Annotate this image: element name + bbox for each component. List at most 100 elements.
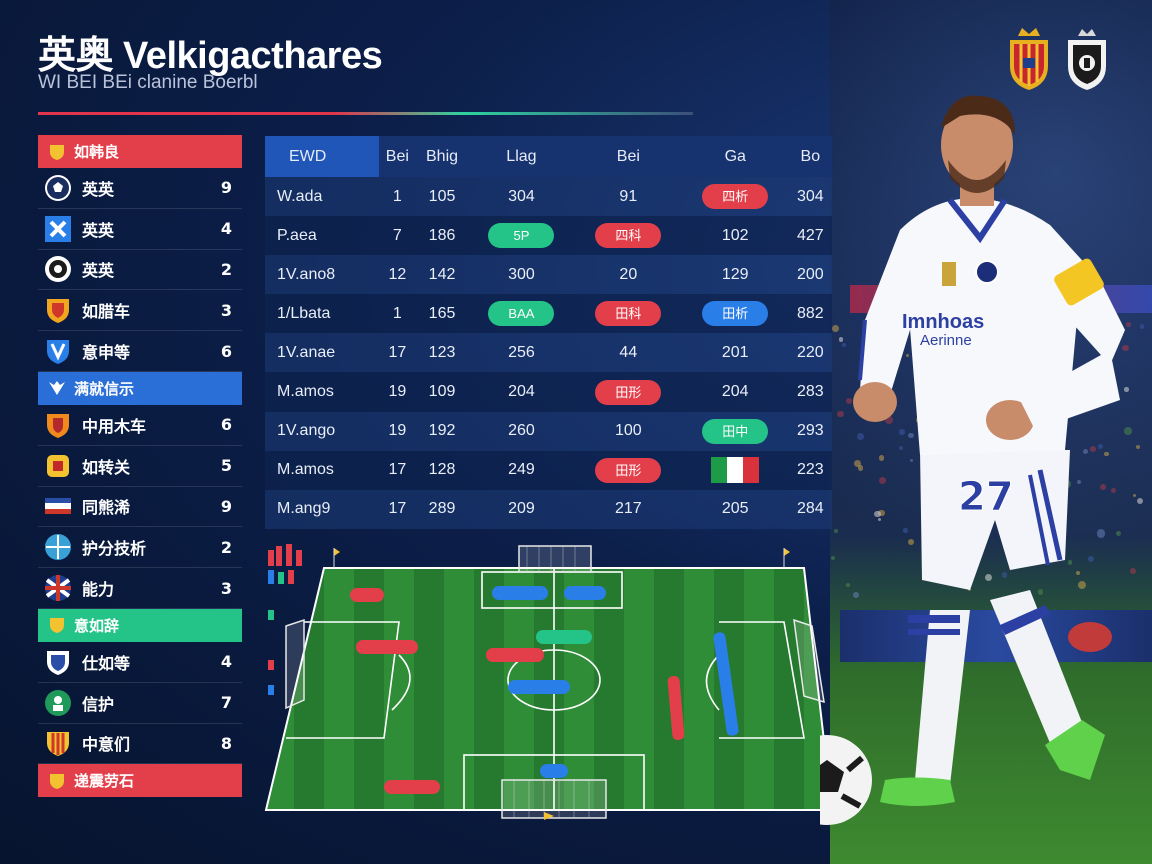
standings-row[interactable]: 能力 3 xyxy=(38,568,242,609)
crowd-dot xyxy=(853,592,860,598)
standings-row[interactable]: 如转关 5 xyxy=(38,446,242,487)
blue-badge-icon xyxy=(44,215,72,243)
player-marker[interactable] xyxy=(356,640,418,654)
player-stats-table: EWD Bei Bhig Llag Bei Ga Bo W.ada 1 105 304 91 四析 30… xyxy=(265,136,832,529)
crowd-dot xyxy=(878,455,885,461)
stat-cell: 186 xyxy=(416,216,468,256)
stats-column-header[interactable]: EWD xyxy=(265,136,379,177)
crowd-dot xyxy=(1122,345,1129,352)
team-value: 9 xyxy=(220,178,232,198)
stat-cell: 5P xyxy=(467,216,575,256)
stat-badge[interactable]: 田中 xyxy=(702,418,769,444)
standings-row[interactable]: 英英 2 xyxy=(38,250,242,291)
standings-row[interactable]: 护分技析 2 xyxy=(38,527,242,569)
crowd-dot xyxy=(1067,560,1073,565)
crowd-dot xyxy=(877,509,885,517)
player-marker[interactable] xyxy=(508,680,570,694)
player-marker[interactable] xyxy=(384,780,440,794)
round-badge-icon xyxy=(44,255,72,283)
standings-row[interactable]: 中意们 8 xyxy=(38,724,242,765)
shield-icon xyxy=(48,616,66,634)
crest-white-black-icon[interactable] xyxy=(1064,26,1110,92)
stat-cell: 四析 xyxy=(681,177,789,217)
table-row[interactable]: M.ang9 17 289 209 217 205 284 xyxy=(265,489,832,529)
stat-cell: 304 xyxy=(467,177,575,217)
standings-group-header[interactable]: 如韩良 xyxy=(38,135,242,168)
stat-badge[interactable]: BAA xyxy=(488,301,555,327)
page-title: 英奥 Velkigacthares xyxy=(38,35,383,77)
crowd-dot xyxy=(878,476,886,484)
crowd-dot xyxy=(903,528,908,533)
tactics-board[interactable] xyxy=(264,540,834,830)
stat-cell: 19 xyxy=(378,372,417,412)
green-round-icon xyxy=(44,689,72,717)
stat-cell: 17 xyxy=(378,450,417,490)
stat-cell: BAA xyxy=(467,294,575,334)
table-row[interactable]: 1V.anae 17 123 256 44 201 220 xyxy=(265,333,832,373)
stat-cell: 17 xyxy=(378,489,417,529)
stat-badge[interactable]: 四析 xyxy=(702,184,769,210)
team-value: 2 xyxy=(220,537,232,557)
team-name: 仕如等 xyxy=(82,653,131,673)
crest-red-gold-icon[interactable] xyxy=(1006,26,1052,92)
stats-column-header[interactable]: Bhig xyxy=(416,136,468,177)
team-value: 3 xyxy=(220,300,232,320)
player-marker[interactable] xyxy=(540,764,568,778)
standings-row[interactable]: 英英 9 xyxy=(38,168,242,209)
stat-badge[interactable]: 5P xyxy=(488,223,555,249)
stats-column-header[interactable]: Bei xyxy=(574,136,682,177)
standings-row[interactable]: 如腊车 3 xyxy=(38,290,242,332)
team-name: 能力 xyxy=(82,580,115,600)
crowd-dot xyxy=(1096,529,1106,538)
crowd-dot xyxy=(907,432,914,439)
stat-cell: 102 xyxy=(681,216,789,256)
crowd-dot xyxy=(907,538,914,545)
group-header-label: 满就信示 xyxy=(74,379,135,398)
standings-row[interactable]: 仕如等 4 xyxy=(38,642,242,683)
table-row[interactable]: M.amos 17 128 249 田形 223 xyxy=(265,450,832,490)
team-name: 英英 xyxy=(82,220,115,240)
player-marker[interactable] xyxy=(536,630,592,644)
stat-badge[interactable]: 田析 xyxy=(702,301,769,327)
stat-badge[interactable]: 田形 xyxy=(595,457,662,483)
standings-row[interactable]: 信护 7 xyxy=(38,683,242,724)
standings-group-header[interactable]: 递震劳石 xyxy=(38,764,242,798)
player-marker[interactable] xyxy=(350,588,384,602)
standings-row[interactable]: 意申等 6 xyxy=(38,331,242,372)
table-row[interactable]: W.ada 1 105 304 91 四析 304 xyxy=(265,177,832,217)
player-name-cell: P.aea xyxy=(265,216,379,256)
stats-header-row: EWD Bei Bhig Llag Bei Ga Bo xyxy=(265,136,832,177)
crowd-dot xyxy=(846,398,853,405)
player-marker[interactable] xyxy=(486,648,544,662)
stat-badge[interactable]: 田形 xyxy=(595,379,662,405)
table-row[interactable]: 1V.ango 19 192 260 100 田中 293 xyxy=(265,411,832,451)
player-marker[interactable] xyxy=(564,586,606,600)
globe-badge-icon xyxy=(44,533,72,561)
table-row[interactable]: M.amos 19 109 204 田形 204 283 xyxy=(265,372,832,412)
standings-row[interactable]: 同熊浠 9 xyxy=(38,487,242,528)
stat-cell: 192 xyxy=(416,411,468,451)
table-row[interactable]: 1V.ano8 12 142 300 20 129 200 xyxy=(265,255,832,295)
stat-cell: 田形 xyxy=(574,372,682,412)
stats-column-header[interactable]: Bei xyxy=(378,136,417,177)
crowd-dot xyxy=(1087,556,1094,563)
striped-flag-icon xyxy=(44,492,72,520)
standings-group-header[interactable]: 意如辞 xyxy=(38,608,242,642)
crowd-dot xyxy=(1123,427,1133,436)
table-row[interactable]: P.aea 7 186 5P 四科 102 427 xyxy=(265,216,832,256)
crowd-dot xyxy=(833,529,838,533)
standings-row[interactable]: 英英 4 xyxy=(38,209,242,250)
team-name: 中意们 xyxy=(82,735,131,755)
crowd-dot xyxy=(1037,589,1044,595)
standings-group-header[interactable]: 满就信示 xyxy=(38,371,242,405)
stat-badge[interactable]: 田科 xyxy=(595,301,662,327)
stat-badge[interactable]: 四科 xyxy=(595,223,662,249)
blue-crest-icon xyxy=(44,648,72,676)
crowd-dot xyxy=(1133,494,1137,498)
stats-column-header[interactable]: Bo xyxy=(788,136,832,177)
standings-row[interactable]: 中用木车 6 xyxy=(38,405,242,446)
stats-column-header[interactable]: Llag xyxy=(467,136,575,177)
table-row[interactable]: 1/Lbata 1 165 BAA 田科 田析 882 xyxy=(265,294,832,334)
stats-column-header[interactable]: Ga xyxy=(681,136,789,177)
player-marker[interactable] xyxy=(492,586,548,600)
